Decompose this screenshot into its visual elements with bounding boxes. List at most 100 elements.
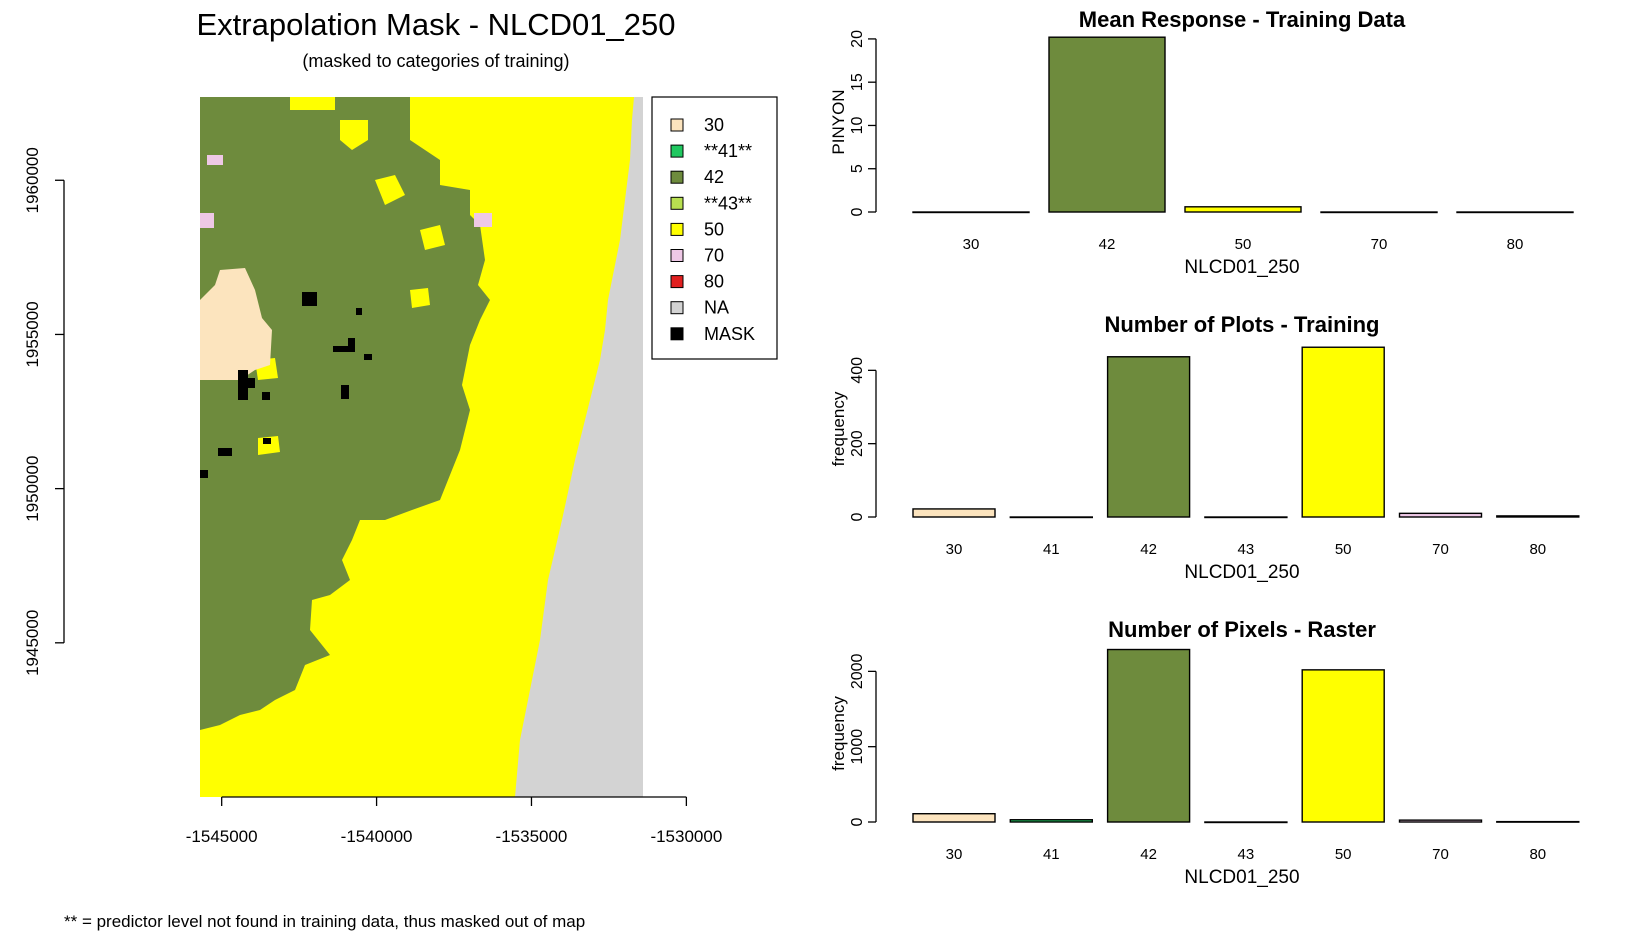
bar-category-label: 70 [1432,541,1449,558]
map-footnote: ** = predictor level not found in traini… [64,912,586,931]
map-legend: 30 **41** 42 **43** 50 70 80 NA MASK [651,96,778,360]
bar-x-axis-title: NLCD01_250 [1184,562,1299,583]
bar-category-label: 43 [1238,846,1255,863]
bar-category-label: 70 [1371,236,1388,253]
mean-response-panel: Mean Response - Training Data 30 42 50 70 80 0… [829,7,1574,278]
map-panel: Extrapolation Mask - NLCD01_250 (masked … [23,7,778,846]
map-y-tick-label: 1945000 [23,610,42,676]
map-x-tick-label: -1545000 [186,827,258,846]
bar [912,508,996,518]
map-zone-na [515,97,643,797]
plots-count-panel: Number of Plots - Training 30 41 42 43 50 70 80… [829,312,1580,583]
bar [1496,515,1580,518]
bar [1106,648,1191,823]
map-zone-mask [333,346,355,352]
bar-category-label: 50 [1335,541,1352,558]
bar-y-axis-title: frequency [829,696,848,771]
bar [1009,819,1093,823]
map-legend-swatch [670,118,684,132]
bar-y-tick-label: 5 [849,164,866,173]
bar-y-tick-label: 200 [849,430,866,457]
map-x-axis: -1545000 -1540000 -1535000 -1530000 [186,796,722,846]
bar-y-axis-title: PINYON [829,89,848,154]
map-legend-swatch [670,170,684,184]
map-x-tick-label: -1535000 [496,827,568,846]
bar [1204,516,1288,519]
bar-chart-title: Number of Pixels - Raster [1108,617,1376,642]
map-y-tick-label: 1950000 [23,456,42,522]
bar-category-label: 43 [1238,541,1255,558]
bar [1456,211,1574,214]
map-zone-mask [348,338,355,348]
bar-y-tick-label: 1000 [849,729,866,765]
bar-category-label: 41 [1043,541,1060,558]
map-zone-mask [356,308,362,315]
map-zone-50-patch [375,175,405,205]
map-legend-swatch [670,196,684,210]
bar-y-tick-label: 0 [849,207,866,216]
bar [1320,211,1438,214]
bar-chart-title: Number of Plots - Training [1104,312,1379,337]
bar [912,211,1030,214]
bar-category-label: 41 [1043,846,1060,863]
bar-category-label: 50 [1235,236,1252,253]
bar [1048,36,1166,213]
map-legend-label: **41** [704,141,752,161]
map-legend-swatch [670,275,684,289]
map-zone-30 [200,268,272,380]
map-zone-mask [364,354,372,360]
map-legend-label: **43** [704,193,752,213]
bar [1301,346,1385,518]
bar-y-tick-label: 20 [849,30,866,48]
bar [1184,206,1302,213]
map-legend-label: NA [704,298,729,318]
map-zone-50-patch [410,288,430,308]
bar-chart-title: Mean Response - Training Data [1079,7,1406,32]
bar-category-label: 80 [1529,846,1546,863]
map-x-tick-label: -1530000 [650,827,722,846]
map-legend-label: 80 [704,272,724,292]
map-zone-mask [238,370,248,400]
bar-category-label: 42 [1099,236,1116,253]
bar [912,813,996,823]
map-title: Extrapolation Mask - NLCD01_250 [196,7,675,42]
map-legend-label: 50 [704,219,724,239]
map-y-tick-label: 1955000 [23,301,42,367]
bar-y-tick-label: 10 [849,116,866,134]
bar [1496,820,1580,823]
map-zone-mask [218,448,232,456]
map-zone-mask [247,378,255,388]
bar-category-label: 42 [1140,846,1157,863]
map-legend-swatch [670,301,684,315]
bar-y-tick-label: 400 [849,357,866,384]
bar [1301,669,1385,823]
bar-category-label: 30 [946,541,963,558]
map-legend-label: 30 [704,115,724,135]
bar [1398,512,1483,518]
bar-x-axis-title: NLCD01_250 [1184,257,1299,278]
bar-x-axis-title: NLCD01_250 [1184,867,1299,888]
map-zone-70 [207,155,223,165]
map-zone-42 [200,97,490,730]
map-subtitle: (masked to categories of training) [302,51,569,71]
bar-y-tick-label: 0 [849,512,866,521]
bar-category-label: 42 [1140,541,1157,558]
bar-category-label: 30 [946,846,963,863]
map-zone-70 [474,213,492,227]
map-zone-mask [341,385,349,399]
map-legend-swatch [670,222,684,236]
map-zone-mask [200,470,208,478]
map-zone-50-patch [340,120,368,150]
bar-category-label: 80 [1507,236,1524,253]
pixels-count-panel: Number of Pixels - Raster 30 41 42 43 50 70 80 0… [829,617,1580,888]
map-zone-mask [263,438,271,444]
map-legend-swatch [670,249,684,262]
map-zone-50-patch [420,225,445,250]
bar-y-tick-label: 2000 [849,653,866,689]
bar [1204,821,1288,824]
bar-y-tick-label: 15 [849,73,866,91]
bar [1106,356,1191,518]
bar-category-label: 80 [1529,541,1546,558]
map-x-tick-label: -1540000 [341,827,413,846]
